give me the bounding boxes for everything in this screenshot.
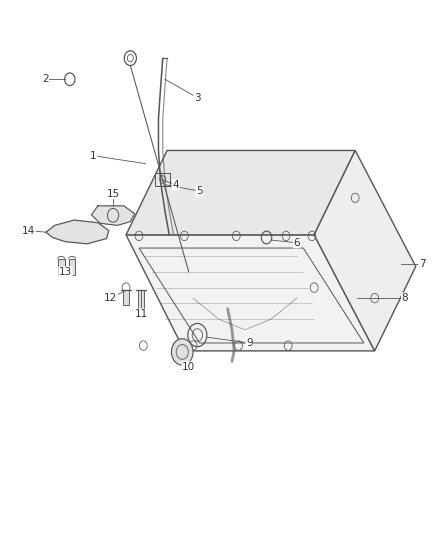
Text: 8: 8: [402, 293, 408, 303]
Text: 4: 4: [173, 180, 179, 190]
Text: 14: 14: [22, 225, 35, 236]
Text: 3: 3: [194, 93, 201, 103]
Text: 1: 1: [90, 151, 97, 161]
Bar: [138, 290, 144, 309]
Text: 6: 6: [293, 238, 300, 248]
Text: 12: 12: [104, 293, 117, 303]
Polygon shape: [314, 150, 416, 351]
Bar: [68, 259, 75, 276]
Polygon shape: [126, 235, 374, 351]
Text: 10: 10: [182, 362, 195, 372]
Bar: [124, 290, 129, 305]
Polygon shape: [126, 150, 355, 235]
Text: 11: 11: [134, 309, 148, 319]
Text: 9: 9: [246, 338, 253, 348]
Bar: [58, 259, 65, 276]
Polygon shape: [46, 220, 109, 244]
Text: 5: 5: [196, 186, 203, 196]
Polygon shape: [92, 206, 134, 225]
Text: 13: 13: [59, 267, 72, 277]
Text: 2: 2: [42, 74, 49, 84]
Text: 7: 7: [419, 259, 426, 269]
Text: 15: 15: [106, 189, 120, 199]
Circle shape: [171, 339, 193, 365]
